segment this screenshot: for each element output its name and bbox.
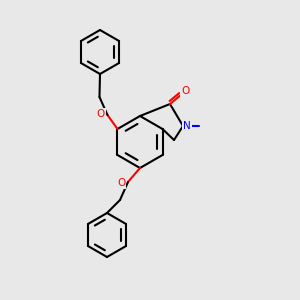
Text: O: O [117,178,125,188]
Text: O: O [96,109,105,119]
Text: N: N [183,121,191,131]
Text: O: O [181,86,189,96]
